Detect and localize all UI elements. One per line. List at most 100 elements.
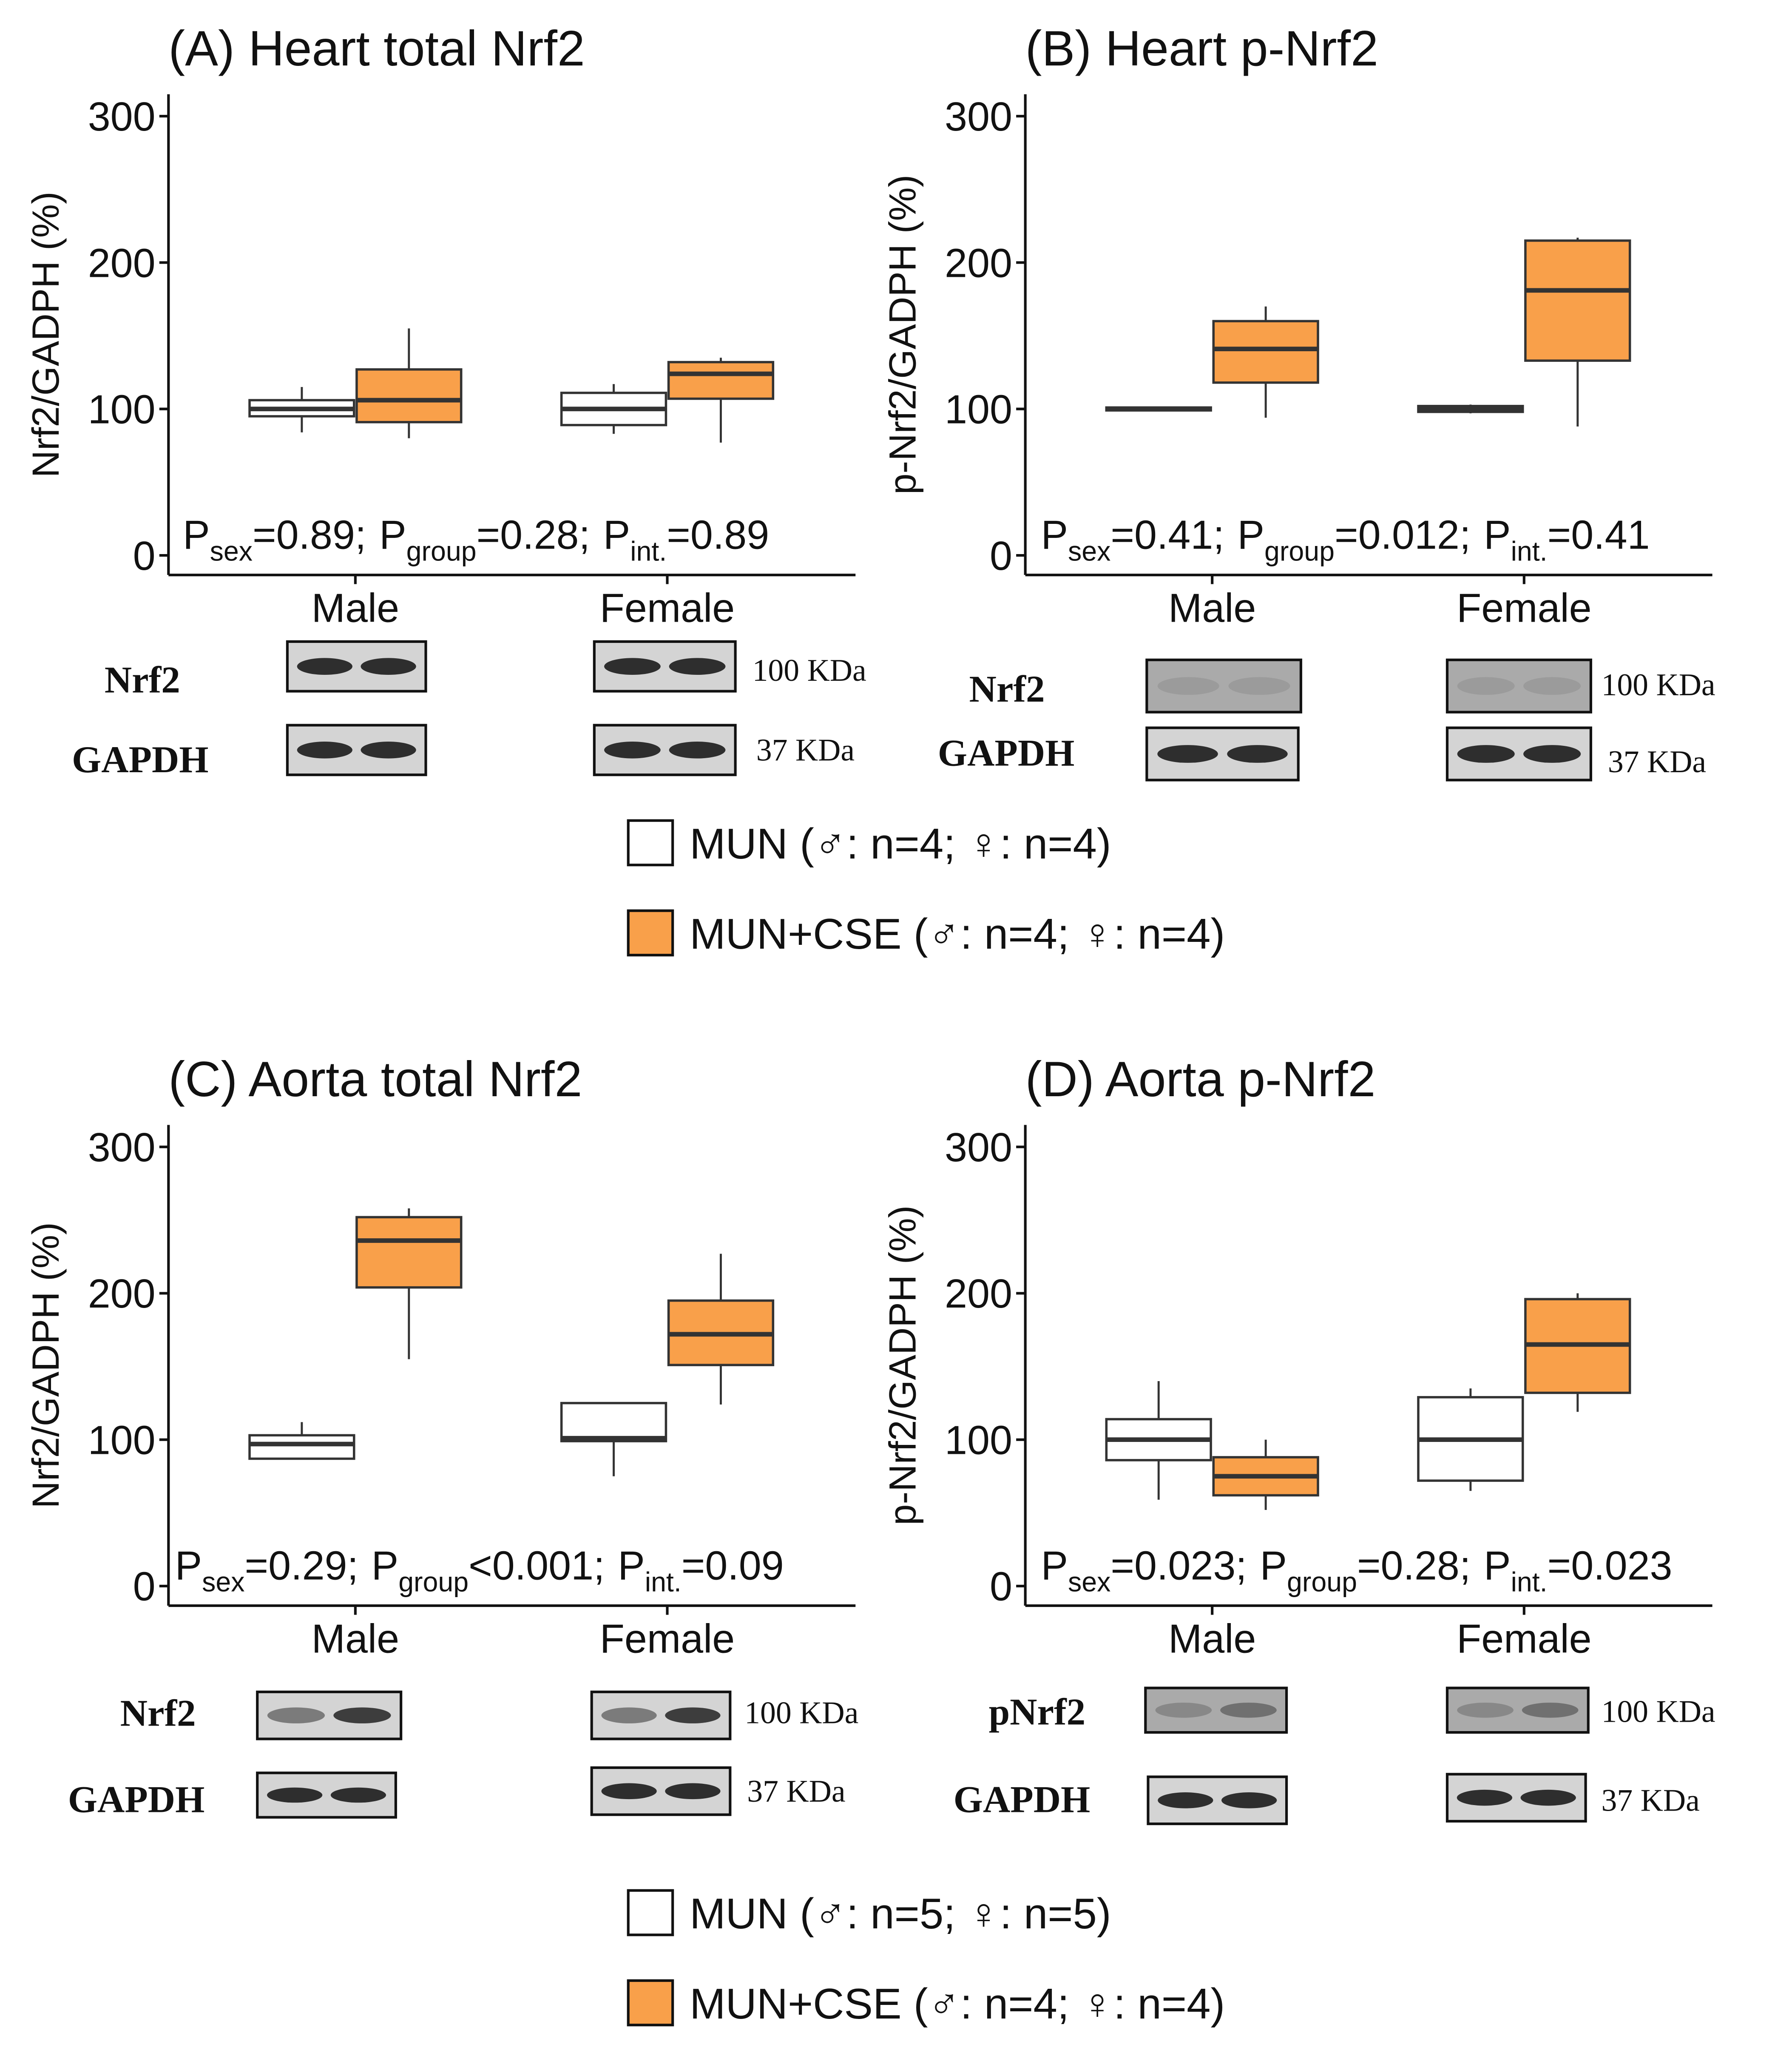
blot-label: GAPDH (72, 739, 209, 781)
chart-title: (D) Aorta p-Nrf2 (1025, 1051, 1376, 1107)
stat-value: =0.023; (1110, 1544, 1247, 1589)
blot-band (333, 1707, 391, 1723)
legend-label: MUN+CSE (♂: n=4; ♀: n=4) (690, 1980, 1225, 2028)
blot-band (1221, 1792, 1277, 1808)
blot-label: GAPDH (954, 1779, 1091, 1820)
blot-band (297, 658, 352, 675)
x-tick-label: Male (1168, 586, 1256, 631)
stat-sub: group (1287, 1567, 1357, 1597)
y-tick-label: 100 (945, 387, 1012, 432)
stat-value: =0.023 (1548, 1544, 1673, 1589)
panel: (A) Heart total Nrf2 Nrf2/GADPH (%) 0 100 20… (24, 20, 866, 781)
blot-band (297, 741, 352, 759)
stat-p: P (618, 1544, 645, 1589)
y-axis-label: p-Nrf2/GADPH (%) (881, 175, 924, 495)
box (355, 1216, 463, 1289)
blot-size: 100 KDa (1601, 667, 1715, 702)
blot-label: GAPDH (68, 1779, 205, 1820)
blot-label: GAPDH (938, 733, 1075, 774)
stat-p: P (603, 513, 630, 558)
y-tick-label: 200 (88, 1271, 156, 1316)
blot-band (1220, 1703, 1277, 1718)
y-tick-label: 300 (88, 94, 156, 139)
y-tick-label: 0 (990, 534, 1012, 579)
y-tick-label: 300 (945, 1125, 1012, 1170)
blot-band (601, 1783, 657, 1800)
blot-label: pNrf2 (989, 1692, 1086, 1733)
blot-band (669, 658, 726, 675)
blot-label: Nrf2 (105, 660, 180, 701)
stat-sub: sex (210, 536, 253, 566)
x-tick-label: Male (312, 1617, 399, 1662)
blot-band (1522, 1703, 1579, 1718)
stat-value: =0.28; (1357, 1544, 1471, 1589)
stat-p: P (1484, 1544, 1511, 1589)
stat-p: P (372, 1544, 399, 1589)
blot-band (601, 1707, 657, 1723)
blot-size: 37 KDa (1608, 744, 1706, 779)
blot-size: 37 KDa (1601, 1783, 1699, 1817)
stats-annotation: Psex=0.89; Pgroup=0.28; Pint.=0.89 (183, 513, 769, 567)
blot-band (669, 741, 726, 759)
stats-annotation: Psex=0.023; Pgroup=0.28; Pint.=0.023 (1041, 1544, 1673, 1598)
panel: (B) Heart p-Nrf2 p-Nrf2/GADPH (%) 0 100 200 3… (881, 20, 1715, 782)
y-tick-label: 200 (88, 241, 156, 286)
blot-band (1523, 745, 1581, 763)
legend-label: MUN+CSE (♂: n=4; ♀: n=4) (690, 910, 1225, 958)
blot-band (1158, 1792, 1213, 1808)
box (248, 1434, 355, 1460)
y-tick-label: 300 (945, 94, 1012, 139)
legend-swatch (627, 909, 674, 957)
x-tick-label: Male (1168, 1617, 1256, 1662)
y-tick-label: 0 (133, 1564, 156, 1609)
stat-sub: sex (202, 1567, 244, 1597)
blot-band (267, 1707, 325, 1723)
blot-band (665, 1707, 721, 1723)
x-tick-label: Female (1457, 1617, 1592, 1662)
legend-swatch (627, 819, 674, 867)
y-tick-label: 0 (990, 1564, 1012, 1609)
y-tick-label: 200 (945, 241, 1012, 286)
y-tick-label: 200 (945, 1271, 1012, 1316)
blot-band (604, 741, 661, 759)
blot-band (361, 741, 416, 759)
panel: (C) Aorta total Nrf2 Nrf2/GADPH (%) 0 100 20… (24, 1051, 858, 1821)
box (355, 368, 463, 424)
x-tick-label: Female (600, 1617, 735, 1662)
blot-band (330, 1787, 386, 1803)
y-tick-label: 100 (88, 387, 156, 432)
stat-value: =0.09 (682, 1544, 784, 1589)
box (1212, 320, 1319, 384)
y-tick-label: 300 (88, 1125, 156, 1170)
stat-sub: int. (630, 536, 667, 566)
blot-band (1228, 677, 1290, 695)
stat-sub: int. (645, 1567, 682, 1597)
y-tick-label: 0 (133, 534, 156, 579)
stat-value: =0.012; (1335, 513, 1471, 558)
stats-annotation: Psex=0.41; Pgroup=0.012; Pint.=0.41 (1041, 513, 1650, 567)
stat-p: P (1260, 1544, 1287, 1589)
blot-band (267, 1787, 323, 1803)
legend-label: MUN (♂: n=5; ♀: n=5) (690, 1890, 1111, 1938)
legend-swatch (627, 1889, 674, 1936)
stat-value: =0.41 (1548, 513, 1650, 558)
x-tick-label: Male (312, 586, 399, 631)
blot-size: 37 KDa (747, 1774, 845, 1808)
stat-value: =0.89 (667, 513, 769, 558)
y-tick-label: 100 (945, 1418, 1012, 1463)
stat-sub: group (398, 1567, 469, 1597)
legend-swatch (627, 1979, 674, 2027)
blot-band (1157, 745, 1218, 763)
stat-value: =0.28; (477, 513, 590, 558)
blot-band (1155, 1703, 1212, 1718)
stat-sub: sex (1068, 1567, 1110, 1597)
stat-sub: int. (1511, 1567, 1548, 1597)
blot-band (665, 1783, 721, 1800)
blot-band (361, 658, 416, 675)
blot-band (1457, 1789, 1513, 1806)
blot-band (1457, 677, 1515, 695)
stat-sub: group (406, 536, 477, 566)
y-axis-label: Nrf2/GADPH (%) (24, 1222, 67, 1508)
